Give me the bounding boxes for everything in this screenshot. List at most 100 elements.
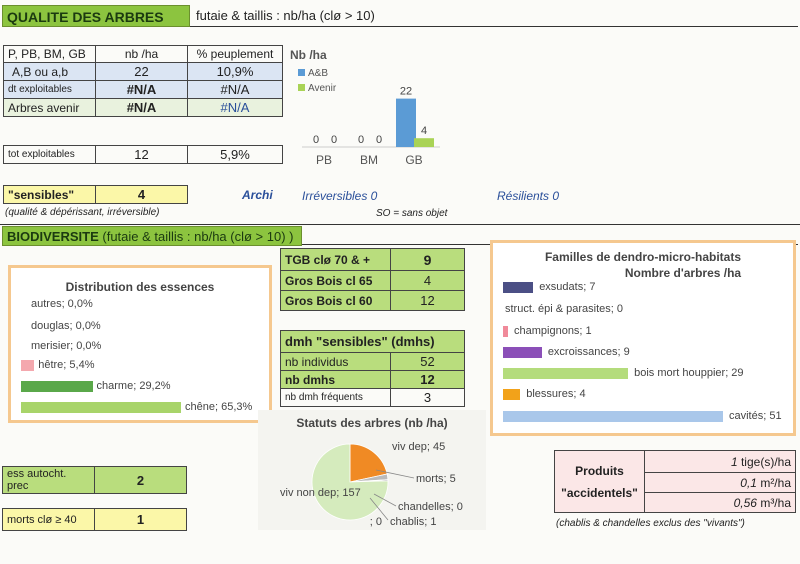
irreversibles-label: Irréversibles 0 [302,189,378,203]
row-nb: 22 [95,62,188,81]
famille-bar [503,282,534,293]
table-row: ess autocht. prec 2 [2,466,187,494]
row-label: A,B ou a,b [3,62,96,81]
table-row: nb individus 52 [280,352,465,371]
familles-title: Familles de dendro-micro-habitats [544,250,742,264]
table-row: Gros Bois cl 60 12 [280,290,465,311]
x-tick-label: GB [405,153,422,167]
table-row: tot exploitables 12 5,9% [3,145,283,164]
tot-label: tot exploitables [3,145,96,164]
table-row: dt exploitables #N/A #N/A [3,80,283,99]
pie-label: viv non dep; 157 [280,487,361,499]
qualite-title: QUALITE DES ARBRES [2,5,190,27]
famille-label: blessures; 4 [526,388,586,400]
row-pct: #N/A [187,98,283,117]
table-row: morts clø ≥ 40 1 [2,508,187,531]
famille-label: excroissances; 9 [547,346,630,358]
row-nb: #N/A [95,98,188,117]
pie-label: morts; 5 [416,473,456,485]
bar-avenir [414,138,434,147]
famille-bar [503,326,508,337]
leader-line [375,469,415,479]
table-row: nb dmh fréquents 3 [280,388,465,407]
chart-title: Nb /ha [290,48,327,62]
sensibles-label: "sensibles" [3,185,96,204]
essence-label: douglas; 0,0% [31,320,101,332]
row-label: Arbres avenir [3,98,96,117]
archi-label: Archi [242,188,273,202]
produits-title2: "accidentels" [561,485,638,500]
dmh-label: nb dmh fréquents [280,388,391,407]
bar-value-label: 0 [376,134,382,146]
familles-subtitle: Nombre d'arbres /ha [624,266,742,280]
famille-bar [503,389,521,400]
table-row: nb dmhs 12 [280,370,465,389]
produits-unit: m³/ha [756,495,791,510]
pie-slice [311,443,389,521]
dmh-title: dmh "sensibles" (dmhs) [280,330,465,353]
produits-value: 1 [730,454,738,469]
biodiv-top-line [0,224,800,225]
pie-slice [349,443,388,483]
sensibles-table: "sensibles" 4 [3,185,188,204]
produits-row: 0,56 m³/ha [644,492,796,513]
leader-line [373,493,397,507]
tgb-label: Gros Bois cl 65 [280,270,391,291]
famille-label: exsudats; 7 [539,281,596,293]
x-tick-label: BM [360,153,378,167]
essence-label: charme; 29,2% [96,380,171,392]
famille-label: bois mort houppier; 29 [634,367,744,379]
bar-value-label: 0 [358,134,364,146]
table-row: TGB clø 70 & + 9 [280,248,465,271]
bar-value-label: 0 [313,134,319,146]
essence-label: merisier; 0,0% [31,340,102,352]
qualite-header-line [190,26,798,27]
table-row: Arbres avenir #N/A #N/A [3,98,283,117]
tot-pct: 5,9% [187,145,283,164]
table-row: dmh "sensibles" (dmhs) [280,330,465,353]
produits-row: 0,1 m²/ha [644,472,796,493]
essences-panel: Distribution des essences autres; 0,0% do… [8,265,272,423]
produits-unit: m²/ha [756,475,791,490]
produits-row: 1 tige(s)/ha [644,450,796,473]
statuts-pie-svg: viv dep; 45 morts; 5 chandelles; 0 chablis;… [280,441,463,528]
produits-value: 0,56 [733,495,757,510]
col-header-class: P, PB, BM, GB [3,45,96,63]
produits-title-cell: Produits "accidentels" [554,450,645,513]
produits-title1: Produits [575,463,624,478]
tgb-value: 12 [390,290,465,311]
famille-label: cavités; 51 [729,410,782,422]
ess-autocht-value: 2 [94,466,187,494]
row-label: dt exploitables [3,80,96,99]
famille-bar [503,347,542,358]
row-pct: #N/A [187,80,283,99]
bar-value-label: 22 [400,86,412,98]
produits-value: 0,1 [740,475,757,490]
dmh-label: nb individus [280,352,391,371]
famille-bar [503,368,629,379]
produits-table: Produits "accidentels" 1 tige(s)/ha 0,1 … [554,450,796,513]
pie-label: chandelles; 0 [398,501,463,513]
col-header-pct: % peuplement [187,45,283,63]
essence-bar [21,381,93,392]
pie-label: viv dep; 45 [392,441,445,453]
morts-table: morts clø ≥ 40 1 [2,508,187,531]
bar-value-label: 0 [331,134,337,146]
famille-label: champignons; 1 [514,325,592,337]
produits-unit: tige(s)/ha [737,454,791,469]
col-header-nb: nb /ha [95,45,188,63]
ess-autocht-label: ess autocht. prec [2,466,95,494]
essence-label: chêne; 65,3% [185,401,253,413]
tgb-label: TGB clø 70 & + [280,248,391,271]
row-nb: #N/A [95,80,188,99]
essence-label: autres; 0,0% [31,298,93,310]
qualite-table: P, PB, BM, GB nb /ha % peuplement A,B ou… [3,45,283,117]
sensibles-value: 4 [95,185,188,204]
resilients-label: Résilients 0 [497,189,560,203]
nb-ha-chart: Nb /ha A&B Avenir 0 0 PB 0 0 BM 22 4 GB [290,45,450,170]
legend-label: A&B [308,68,328,79]
bar-value-label: 4 [421,125,427,137]
biodiv-header: BIODIVERSITE (futaie & taillis : nb/ha (… [2,226,302,246]
tot-table: tot exploitables 12 5,9% [3,145,283,164]
